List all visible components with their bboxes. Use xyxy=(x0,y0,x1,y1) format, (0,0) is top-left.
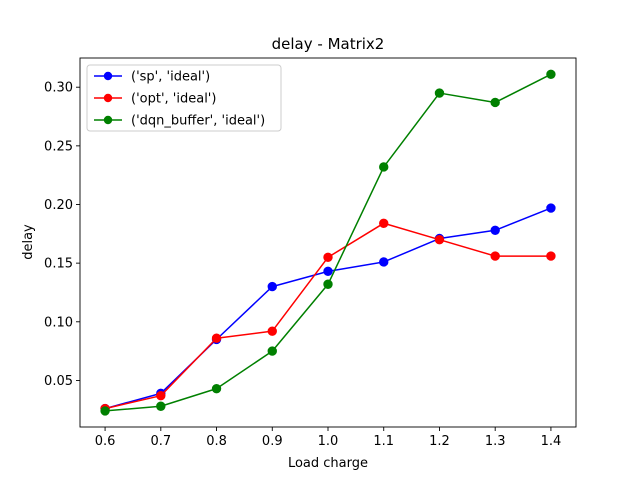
y-tick-label-2: 0.15 xyxy=(44,257,73,272)
data-point-0-8 xyxy=(546,203,556,213)
x-tick-label-8: 1.4 xyxy=(541,434,562,449)
x-tick-label-4: 1.0 xyxy=(318,434,339,449)
x-tick-label-7: 1.3 xyxy=(485,434,506,449)
x-axis-label: Load charge xyxy=(288,456,368,471)
data-point-1-5 xyxy=(379,218,389,228)
data-point-1-7 xyxy=(490,251,500,261)
y-axis-label: delay xyxy=(21,224,36,260)
chart-title: delay - Matrix2 xyxy=(272,35,385,53)
data-point-2-5 xyxy=(379,162,389,172)
legend-marker-2 xyxy=(103,115,113,125)
legend-label-2: ('dqn_buffer', 'ideal') xyxy=(131,114,265,129)
x-tick-label-0: 0.6 xyxy=(95,434,116,449)
legend-box xyxy=(86,64,282,132)
x-tick-label-3: 0.9 xyxy=(262,434,283,449)
legend-marker-0 xyxy=(103,71,113,81)
x-tick-label-6: 1.2 xyxy=(429,434,450,449)
y-tick-label-3: 0.20 xyxy=(44,198,73,213)
data-point-1-1 xyxy=(156,390,166,401)
data-point-1-2 xyxy=(211,333,222,343)
y-tick-label-4: 0.25 xyxy=(44,139,73,154)
data-point-2-8 xyxy=(546,69,556,80)
data-point-0-3 xyxy=(267,281,277,292)
y-tick-label-1: 0.10 xyxy=(44,315,73,330)
data-point-2-1 xyxy=(156,401,166,411)
y-tick-label-0: 0.05 xyxy=(44,374,73,389)
data-point-2-7 xyxy=(490,97,500,108)
data-point-0-5 xyxy=(379,257,389,267)
data-point-2-3 xyxy=(267,346,277,356)
x-tick-label-1: 0.7 xyxy=(150,434,171,449)
legend-label-1: ('opt', 'ideal') xyxy=(131,92,216,107)
legend-label-0: ('sp', 'ideal') xyxy=(131,70,210,85)
data-point-1-8 xyxy=(546,251,556,261)
data-point-2-6 xyxy=(434,88,445,98)
legend-marker-1 xyxy=(103,93,113,103)
data-point-2-2 xyxy=(211,383,222,394)
x-tick-label-2: 0.8 xyxy=(206,434,227,449)
data-point-1-3 xyxy=(267,326,277,336)
data-point-1-4 xyxy=(323,252,333,262)
data-point-1-6 xyxy=(434,234,445,245)
data-point-0-4 xyxy=(323,266,333,277)
plot-area: 0.6 0.7 0.8 0.9 1.0 1.1 1.2 1.3 1.4 0.05 0.10 0.15 0… xyxy=(44,57,577,449)
data-point-0-7 xyxy=(490,225,500,236)
x-tick-label-5: 1.1 xyxy=(373,434,394,449)
data-point-2-0 xyxy=(100,406,110,416)
data-point-2-4 xyxy=(323,279,333,289)
y-tick-label-5: 0.30 xyxy=(44,81,73,96)
